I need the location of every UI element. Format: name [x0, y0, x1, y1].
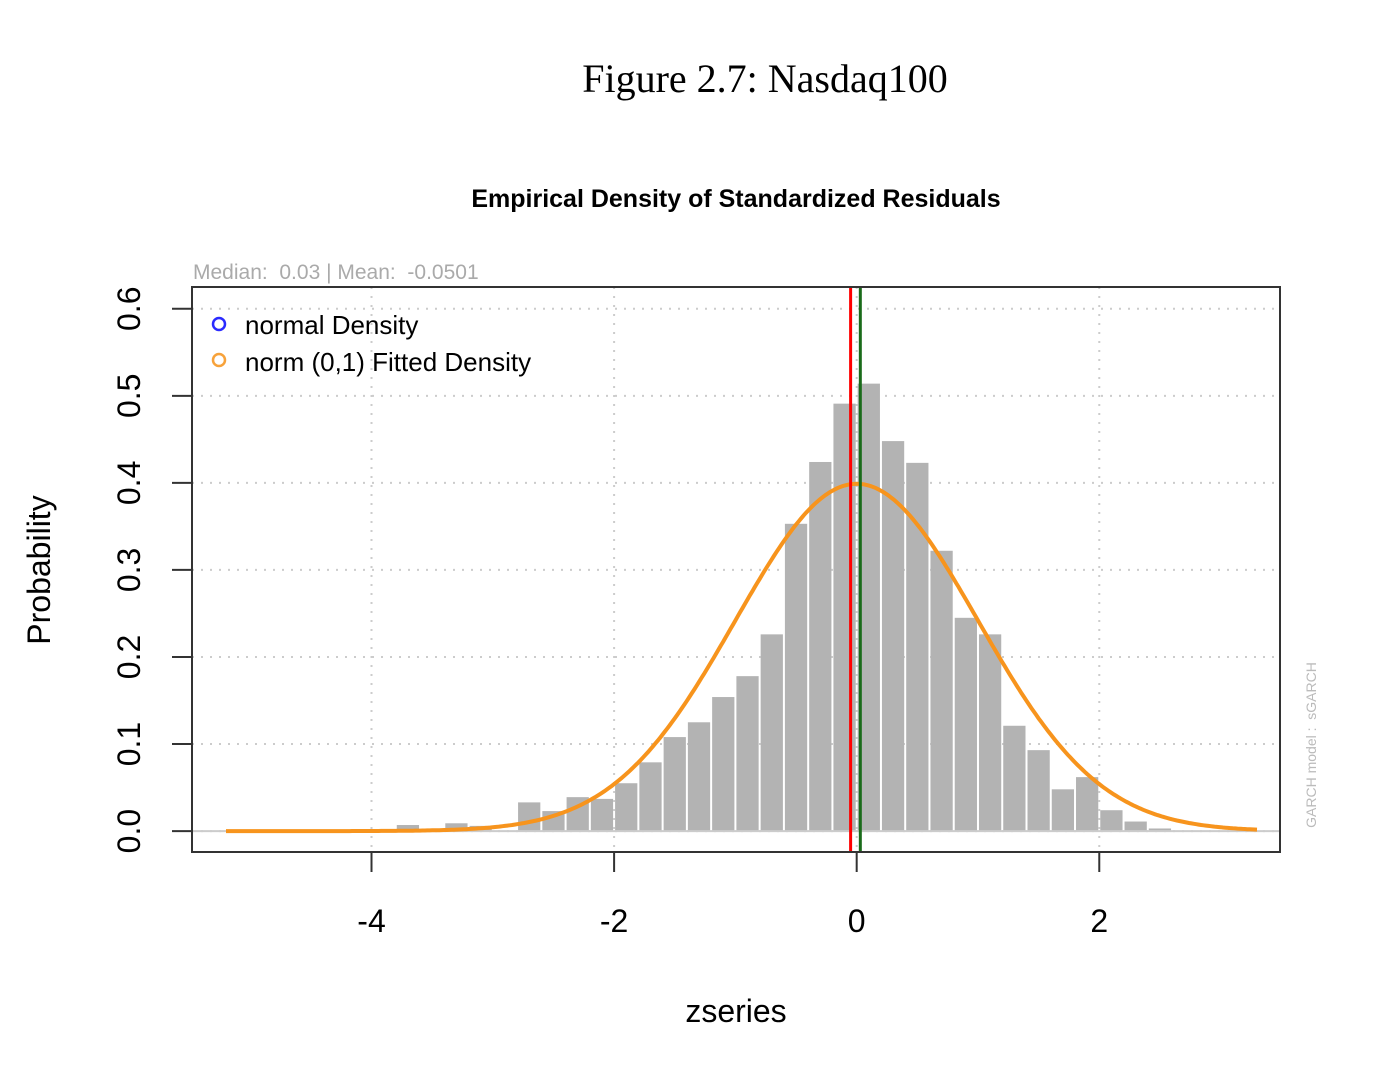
axes: -4 -2 0 2 0.0 0.1 0.2 0.3 0.4 0.5 0.6 — [111, 287, 1108, 939]
chart-subtitle: Median: 0.03 | Mean: -0.0501 — [193, 261, 479, 284]
y-tick-label: 0.2 — [111, 635, 147, 679]
histogram-bar — [1003, 725, 1026, 832]
histogram-bar — [906, 462, 929, 832]
model-note: GARCH model : sGARCH — [1303, 662, 1319, 828]
histogram-bar — [736, 676, 759, 832]
y-tick-label: 0.0 — [111, 809, 147, 853]
x-tick-label: -4 — [357, 903, 385, 939]
histogram-bar — [857, 383, 880, 832]
histogram-bar — [954, 617, 977, 832]
y-tick-label: 0.1 — [111, 722, 147, 766]
histogram-bar — [518, 802, 541, 832]
histogram-bar — [615, 783, 638, 832]
histogram-bar — [809, 461, 832, 832]
histogram-bar — [1124, 821, 1147, 832]
histogram-bar — [396, 825, 420, 832]
histogram-bar — [1100, 810, 1123, 832]
y-tick-label: 0.5 — [111, 374, 147, 418]
histogram-bar — [784, 523, 808, 832]
chart-title: Empirical Density of Standardized Residu… — [471, 185, 1000, 213]
histogram-bar — [712, 697, 735, 832]
histogram-bar — [833, 403, 856, 832]
figure-caption: Figure 2.7: Nasdaq100 — [582, 56, 948, 101]
histogram-bar — [978, 634, 1002, 832]
y-tick-label: 0.4 — [111, 461, 147, 505]
histogram-bar — [687, 722, 711, 832]
histogram-bar — [663, 737, 686, 832]
histogram-bar — [1027, 750, 1050, 832]
histogram-bar — [1148, 828, 1172, 832]
legend-label-fitted: norm (0,1) Fitted Density — [245, 347, 531, 377]
histogram-bar — [445, 823, 468, 832]
histogram-bar — [760, 634, 783, 832]
y-axis-label: Probability — [21, 495, 57, 644]
fitted-density-curve — [226, 481, 1258, 834]
histogram-bar — [930, 550, 953, 832]
histogram-bar — [639, 762, 662, 832]
x-axis-label: zseries — [685, 993, 786, 1029]
histogram-bars — [396, 383, 1172, 832]
histogram-bar — [1051, 789, 1075, 832]
y-tick-label: 0.6 — [111, 287, 147, 331]
legend: normal Density norm (0,1) Fitted Density — [211, 310, 531, 377]
histogram-bar — [881, 441, 905, 832]
y-tick-label: 0.3 — [111, 548, 147, 592]
legend-marker-normal — [211, 316, 227, 332]
x-tick-label: -2 — [600, 903, 628, 939]
x-tick-label: 0 — [848, 903, 866, 939]
legend-marker-fitted — [211, 352, 227, 368]
legend-label-normal: normal Density — [245, 310, 418, 340]
x-tick-label: 2 — [1090, 903, 1108, 939]
histogram-bar — [1076, 777, 1099, 832]
histogram-bar — [590, 798, 614, 832]
